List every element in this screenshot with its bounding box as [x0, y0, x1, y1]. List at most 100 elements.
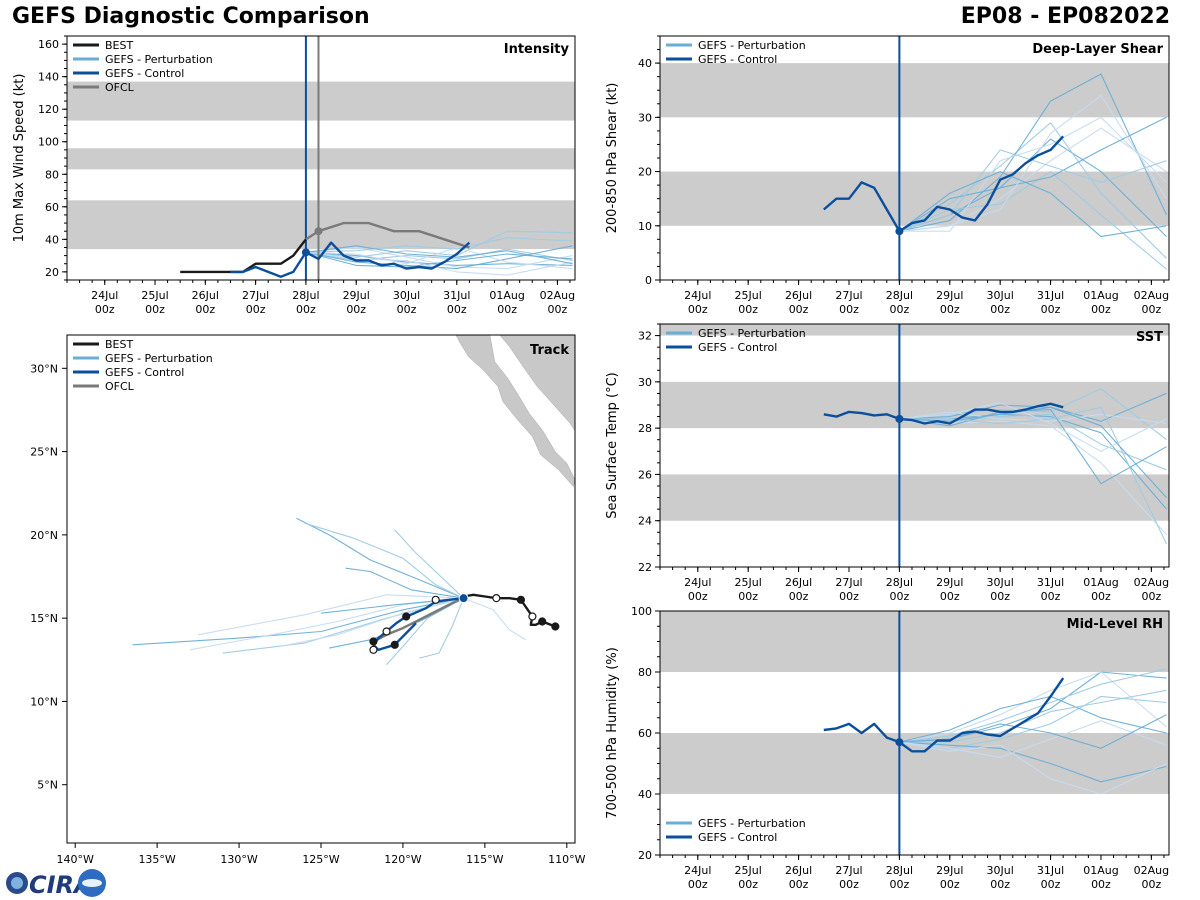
x-tick-label-hour: 00z [688, 878, 708, 891]
best-track-point-5 [431, 595, 440, 604]
x-tick-label-hour: 00z [246, 303, 266, 316]
x-tick-label-hour: 00z [195, 303, 215, 316]
y-tick-label: 40 [638, 57, 652, 70]
x-tick-label-date: 26Jul [785, 289, 812, 302]
plot-area [660, 611, 1169, 855]
series-line-gefs-control [230, 241, 471, 278]
y-tick-label: 40 [45, 233, 59, 246]
x-tick-label-hour: 00z [940, 590, 960, 603]
initial-point-0 [895, 227, 904, 236]
x-tick-label-date: 30Jul [987, 576, 1014, 589]
x-tick-label-hour: 00z [1091, 590, 1111, 603]
y-tick-label: 20 [638, 166, 652, 179]
legend-label-gefs-perturbation: GEFS - Perturbation [698, 39, 806, 52]
best-track-point-2 [528, 612, 537, 621]
rh-panel: 2040608010024Jul00z25Jul00z26Jul00z27Jul… [605, 605, 1170, 891]
x-tick-label-date: 29Jul [936, 289, 963, 302]
x-tick-label-hour: 00z [839, 590, 859, 603]
perturbation-track-13 [394, 529, 464, 599]
x-tick-label-date: 29Jul [936, 576, 963, 589]
x-tick-label-hour: 00z [940, 303, 960, 316]
lat-tick-label: 15°N [30, 612, 58, 625]
y-tick-label: 26 [638, 468, 652, 481]
x-tick-label-date: 26Jul [785, 864, 812, 877]
best-track-point-6 [402, 612, 411, 621]
perturbation-line-3 [899, 73, 1167, 232]
perturbation-line-6 [305, 251, 573, 268]
perturbation-line-6 [899, 695, 1167, 743]
x-tick-label-hour: 00z [1141, 878, 1161, 891]
x-tick-label-hour: 00z [1041, 590, 1061, 603]
threshold-band-2 [660, 324, 1169, 336]
baja-land [455, 335, 575, 488]
y-tick-label: 28 [638, 422, 652, 435]
x-tick-label-hour: 00z [1041, 878, 1061, 891]
lon-tick-label: 140°W [57, 853, 94, 866]
control-initial-point [458, 593, 469, 604]
y-axis-label: 10m Max Wind Speed (kt) [12, 74, 27, 243]
perturbation-line-5 [899, 116, 1167, 232]
y-tick-label: 40 [638, 788, 652, 801]
y-tick-label: 10 [638, 220, 652, 233]
y-tick-label: 0 [645, 274, 652, 287]
x-tick-label-date: 31Jul [1037, 576, 1064, 589]
x-tick-label-hour: 00z [1141, 590, 1161, 603]
x-tick-label-date: 27Jul [835, 289, 862, 302]
best-track-point-1 [538, 617, 547, 626]
x-tick-label-hour: 00z [889, 303, 909, 316]
perturbation-line-8 [899, 720, 1167, 758]
perturbation-line-1 [305, 248, 573, 262]
lon-tick-label: 120°W [384, 853, 421, 866]
x-tick-label-date: 01Aug [1083, 576, 1118, 589]
x-tick-label-date: 28Jul [886, 289, 913, 302]
perturbation-track-8 [463, 597, 527, 641]
x-tick-label-hour: 00z [839, 303, 859, 316]
shear-panel: 01020304024Jul00z25Jul00z26Jul00z27Jul00… [605, 35, 1170, 316]
perturbation-line-3 [899, 741, 1167, 783]
legend-label-gefs-control: GEFS - Control [105, 67, 184, 80]
x-tick-label-date: 01Aug [1083, 864, 1118, 877]
x-tick-label-date: 29Jul [343, 289, 370, 302]
x-tick-label-hour: 00z [889, 590, 909, 603]
x-tick-label-hour: 00z [990, 590, 1010, 603]
x-tick-label-hour: 00z [688, 590, 708, 603]
y-tick-label: 22 [638, 561, 652, 574]
x-tick-label-hour: 00z [738, 878, 758, 891]
track-panel: 140°W 135°W 130°W 125°W 120°W 115°W 110°W 5°N 10… [30, 334, 586, 866]
threshold-band-0 [67, 200, 575, 250]
x-tick-label-hour: 00z [688, 303, 708, 316]
x-tick-label-hour: 00z [1091, 303, 1111, 316]
intensity-panel: 2040608010012014016024Jul00z25Jul00z26Ju… [12, 35, 576, 316]
x-tick-label-date: 24Jul [91, 289, 118, 302]
x-tick-label-date: 28Jul [292, 289, 319, 302]
x-tick-label-hour: 00z [1091, 878, 1111, 891]
y-tick-label: 30 [638, 111, 652, 124]
plot-frame [659, 323, 1170, 568]
x-tick-label-date: 26Jul [785, 576, 812, 589]
plot-area [67, 36, 575, 280]
x-tick-label-date: 31Jul [443, 289, 470, 302]
x-tick-label-hour: 00z [497, 303, 517, 316]
perturbation-line-2 [899, 671, 1167, 743]
x-tick-label-hour: 00z [789, 303, 809, 316]
x-tick-label-date: 01Aug [1083, 289, 1118, 302]
initial-point-1 [314, 227, 323, 236]
x-tick-label-date: 25Jul [735, 864, 762, 877]
legend-label-best: BEST [105, 338, 133, 351]
series-line-gefs-control [823, 135, 1065, 233]
perturbation-track-10 [419, 597, 465, 659]
legend-label-gefs-perturbation: GEFS - Perturbation [105, 352, 213, 365]
mexico-mainland-land [499, 335, 575, 432]
x-tick-label-hour: 00z [145, 303, 165, 316]
perturbation-line-7 [899, 406, 1167, 545]
panel-title: Track [530, 343, 569, 358]
panel-title: Mid-Level RH [1067, 617, 1163, 632]
x-tick-label-hour: 00z [447, 303, 467, 316]
x-tick-label-date: 02Aug [1134, 864, 1169, 877]
perturbation-line-7 [899, 689, 1167, 743]
x-tick-label-date: 30Jul [393, 289, 420, 302]
lon-tick-label: 130°W [220, 853, 257, 866]
y-axis-label: 700-500 hPa Humidity (%) [605, 647, 620, 819]
perturbation-line-4 [899, 171, 1167, 270]
legend-label-gefs-perturbation: GEFS - Perturbation [698, 327, 806, 340]
